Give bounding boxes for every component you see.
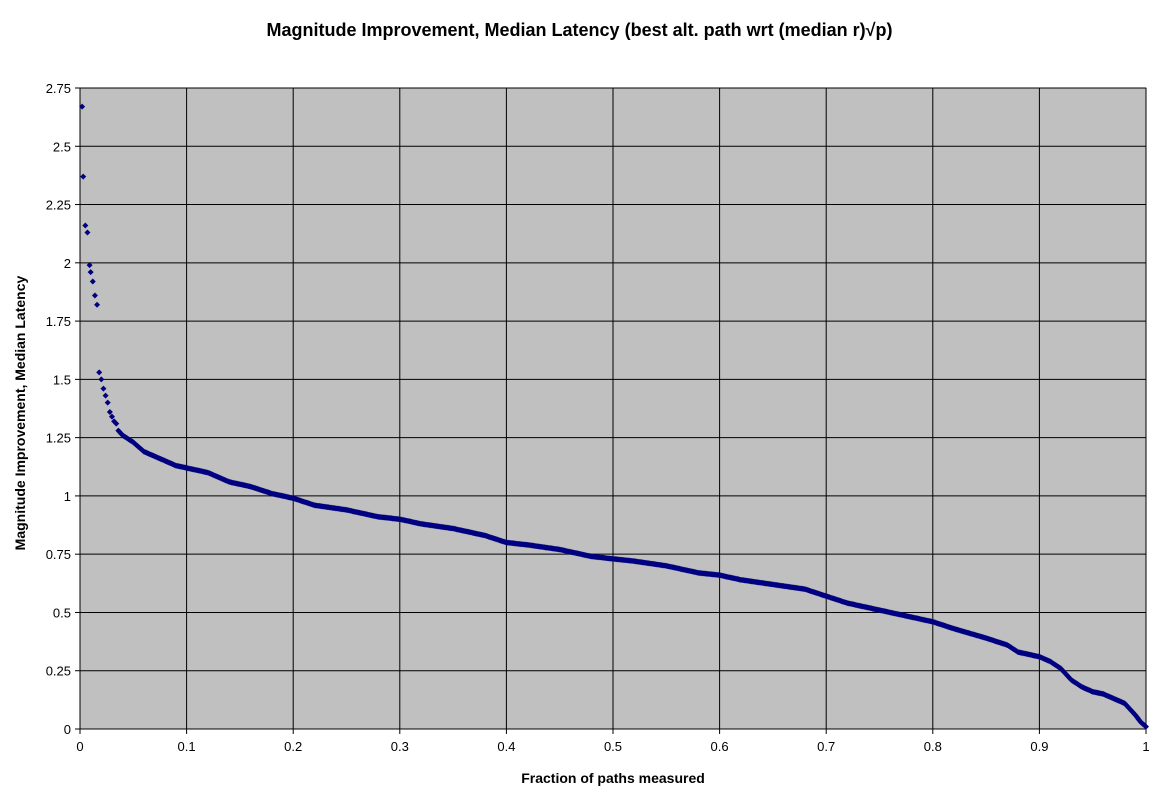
- data-point: [100, 385, 107, 392]
- x-tick-label: 1: [1142, 739, 1149, 754]
- data-point: [84, 229, 91, 236]
- data-point: [98, 376, 105, 383]
- y-tick-label: 2.25: [46, 198, 71, 213]
- y-tick-label: 2: [64, 256, 71, 271]
- marker-layer: [79, 103, 1149, 730]
- x-tick-label: 0.9: [1030, 739, 1048, 754]
- y-tick-label: 1.75: [46, 314, 71, 329]
- data-point: [94, 301, 101, 308]
- x-tick-label: 0.7: [817, 739, 835, 754]
- y-tick-label: 1.25: [46, 431, 71, 446]
- x-tick-label: 0.3: [391, 739, 409, 754]
- y-axis-label: Magnitude Improvement, Median Latency: [12, 275, 28, 551]
- y-tick-label: 1.5: [53, 372, 71, 387]
- data-point: [87, 269, 94, 276]
- y-tick-label: 0.5: [53, 605, 71, 620]
- x-tick-label: 0.6: [711, 739, 729, 754]
- data-point: [89, 278, 96, 285]
- data-point: [1143, 723, 1149, 730]
- data-point: [113, 420, 120, 427]
- y-tick-label: 2.75: [46, 81, 71, 96]
- y-tick-label: 0: [64, 722, 71, 737]
- data-point: [91, 292, 98, 299]
- data-point: [96, 369, 103, 376]
- chart-title: Magnitude Improvement, Median Latency (b…: [266, 20, 893, 40]
- x-tick-label: 0.4: [497, 739, 515, 754]
- x-tick-label: 0.8: [924, 739, 942, 754]
- data-point: [79, 103, 86, 110]
- data-point: [104, 399, 111, 406]
- x-tick-label: 0.5: [604, 739, 622, 754]
- data-point: [108, 413, 115, 420]
- y-tick-label: 0.25: [46, 664, 71, 679]
- x-tick-label: 0.2: [284, 739, 302, 754]
- data-point: [80, 173, 87, 180]
- x-axis-label: Fraction of paths measured: [521, 770, 705, 786]
- x-tick-label: 0.1: [178, 739, 196, 754]
- y-tick-label: 0.75: [46, 547, 71, 562]
- x-tick-label: 0: [76, 739, 83, 754]
- axis-layer: 0 0.1 0.2 0.3 0.4 0.5 0.6 0.7 0.8 0.9 1 0 0.25 0.5 0.7…: [46, 81, 1150, 754]
- data-point: [102, 392, 109, 399]
- y-tick-label: 1: [64, 489, 71, 504]
- data-point: [106, 408, 113, 415]
- data-point: [86, 262, 93, 269]
- y-tick-label: 2.5: [53, 139, 71, 154]
- data-point: [82, 222, 89, 229]
